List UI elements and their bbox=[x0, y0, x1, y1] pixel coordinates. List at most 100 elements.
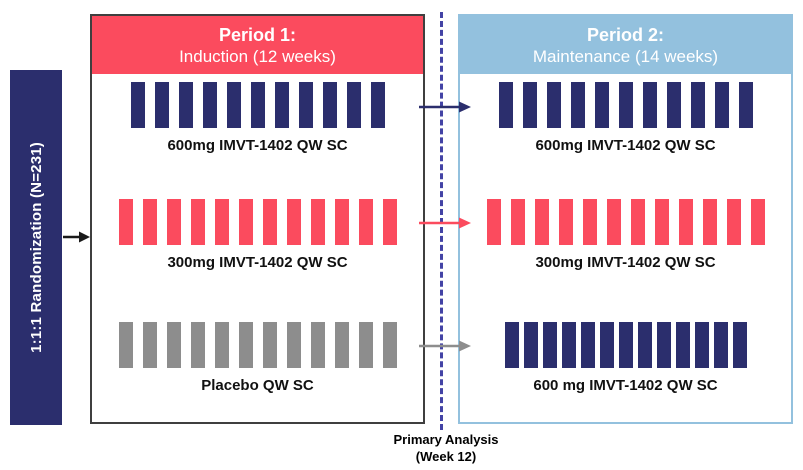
tick-mark bbox=[310, 322, 325, 368]
tick-mark bbox=[262, 199, 277, 245]
tick-mark bbox=[546, 82, 561, 128]
tick-mark bbox=[732, 322, 747, 368]
tick-mark bbox=[594, 82, 609, 128]
tick-mark bbox=[250, 82, 265, 128]
tick-row bbox=[118, 322, 397, 368]
period2-row-600mg-switch: 600 mg IMVT-1402 QW SC bbox=[460, 322, 791, 394]
primary-analysis-line1: Primary Analysis bbox=[393, 432, 499, 447]
flow-arrow-row1 bbox=[419, 101, 471, 113]
tick-mark bbox=[130, 82, 145, 128]
tick-mark bbox=[346, 82, 361, 128]
period1-subtitle: Induction (12 weeks) bbox=[179, 46, 336, 66]
tick-mark bbox=[238, 322, 253, 368]
randomization-arrow bbox=[63, 231, 90, 243]
tick-mark bbox=[178, 82, 193, 128]
tick-mark bbox=[238, 199, 253, 245]
tick-mark bbox=[358, 199, 373, 245]
tick-mark bbox=[675, 322, 690, 368]
tick-row bbox=[486, 199, 765, 245]
tick-mark bbox=[542, 322, 557, 368]
period1-row-600mg: 600mg IMVT-1402 QW SC bbox=[92, 82, 423, 154]
tick-mark bbox=[582, 199, 597, 245]
tick-mark bbox=[286, 322, 301, 368]
tick-mark bbox=[214, 199, 229, 245]
tick-mark bbox=[666, 82, 681, 128]
tick-mark bbox=[654, 199, 669, 245]
tick-mark bbox=[618, 322, 633, 368]
period2-subtitle: Maintenance (14 weeks) bbox=[532, 46, 719, 66]
tick-mark bbox=[570, 82, 585, 128]
tick-mark bbox=[142, 322, 157, 368]
dose-label: 600mg IMVT-1402 QW SC bbox=[167, 137, 348, 154]
randomization-label: 1:1:1 Randomization (N=231) bbox=[27, 142, 45, 353]
primary-analysis-caption: Primary Analysis (Week 12) bbox=[361, 431, 531, 465]
tick-mark bbox=[504, 322, 519, 368]
tick-mark bbox=[726, 199, 741, 245]
period1-title: Period 1: bbox=[218, 24, 297, 45]
tick-mark bbox=[286, 199, 301, 245]
period2-row-300mg: 300mg IMVT-1402 QW SC bbox=[460, 199, 791, 271]
tick-mark bbox=[310, 199, 325, 245]
tick-mark bbox=[580, 322, 595, 368]
tick-mark bbox=[298, 82, 313, 128]
tick-mark bbox=[694, 322, 709, 368]
tick-mark bbox=[370, 82, 385, 128]
period2-row-600mg: 600mg IMVT-1402 QW SC bbox=[460, 82, 791, 154]
tick-row bbox=[504, 322, 747, 368]
tick-mark bbox=[656, 322, 671, 368]
tick-mark bbox=[142, 199, 157, 245]
flow-arrow-row2 bbox=[419, 217, 471, 229]
tick-mark bbox=[154, 82, 169, 128]
tick-mark bbox=[606, 199, 621, 245]
tick-mark bbox=[637, 322, 652, 368]
period1-header: Period 1: Induction (12 weeks) bbox=[92, 16, 423, 74]
tick-mark bbox=[166, 199, 181, 245]
period2-title: Period 2: bbox=[586, 24, 665, 45]
period1-box: Period 1: Induction (12 weeks) 600mg IMV… bbox=[90, 14, 425, 424]
primary-analysis-line2: (Week 12) bbox=[415, 449, 477, 464]
tick-mark bbox=[166, 322, 181, 368]
tick-mark bbox=[642, 82, 657, 128]
tick-mark bbox=[486, 199, 501, 245]
tick-mark bbox=[498, 82, 513, 128]
tick-row bbox=[498, 82, 753, 128]
tick-mark bbox=[678, 199, 693, 245]
dose-label: 600 mg IMVT-1402 QW SC bbox=[533, 377, 718, 394]
tick-mark bbox=[702, 199, 717, 245]
dose-label: Placebo QW SC bbox=[201, 377, 314, 394]
tick-mark bbox=[274, 82, 289, 128]
tick-mark bbox=[118, 199, 133, 245]
tick-mark bbox=[118, 322, 133, 368]
period2-header: Period 2: Maintenance (14 weeks) bbox=[460, 16, 791, 74]
tick-mark bbox=[262, 322, 277, 368]
dose-label: 300mg IMVT-1402 QW SC bbox=[535, 254, 716, 271]
flow-arrow-row3 bbox=[419, 340, 471, 352]
tick-mark bbox=[202, 82, 217, 128]
period1-row-300mg: 300mg IMVT-1402 QW SC bbox=[92, 199, 423, 271]
tick-mark bbox=[713, 322, 728, 368]
dose-label: 600mg IMVT-1402 QW SC bbox=[535, 137, 716, 154]
tick-mark bbox=[190, 199, 205, 245]
tick-mark bbox=[750, 199, 765, 245]
tick-mark bbox=[510, 199, 525, 245]
tick-mark bbox=[714, 82, 729, 128]
period1-row-placebo: Placebo QW SC bbox=[92, 322, 423, 394]
tick-mark bbox=[334, 322, 349, 368]
period2-box: Period 2: Maintenance (14 weeks) 600mg I… bbox=[458, 14, 793, 424]
tick-mark bbox=[523, 322, 538, 368]
primary-analysis-divider bbox=[440, 12, 443, 430]
tick-row bbox=[118, 199, 397, 245]
tick-mark bbox=[334, 199, 349, 245]
tick-mark bbox=[738, 82, 753, 128]
tick-mark bbox=[618, 82, 633, 128]
dose-label: 300mg IMVT-1402 QW SC bbox=[167, 254, 348, 271]
tick-mark bbox=[534, 199, 549, 245]
tick-mark bbox=[561, 322, 576, 368]
tick-mark bbox=[226, 82, 241, 128]
tick-mark bbox=[214, 322, 229, 368]
tick-mark bbox=[382, 199, 397, 245]
tick-mark bbox=[558, 199, 573, 245]
tick-mark bbox=[690, 82, 705, 128]
randomization-bar: 1:1:1 Randomization (N=231) bbox=[10, 70, 62, 425]
